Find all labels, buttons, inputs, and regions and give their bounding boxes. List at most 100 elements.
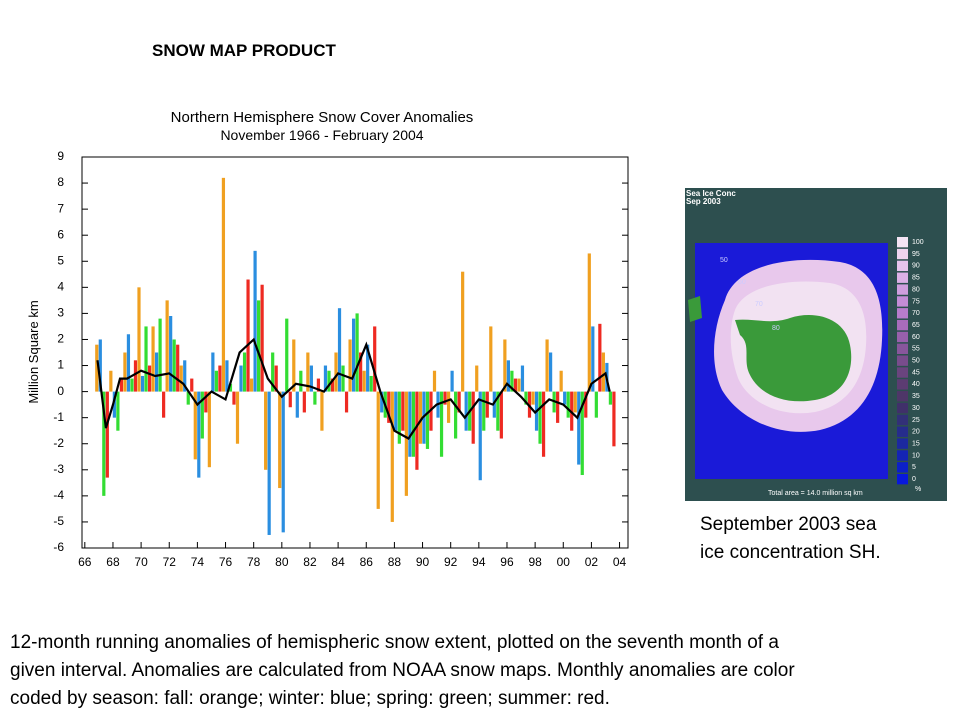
y-tick-label: 0 [57,384,64,398]
map-title: Sea Ice Conc [686,189,736,198]
bar [489,326,493,392]
bar [235,391,240,444]
description-line: 12-month running anomalies of hemispheri… [10,632,779,653]
bar [362,370,366,392]
bar [288,391,292,408]
bar [330,378,335,392]
bar [109,370,113,392]
bar [506,360,510,392]
x-tick-label: 84 [331,555,345,569]
legend-swatch [897,319,908,331]
bar [285,318,289,392]
bar [260,284,264,392]
bar [513,378,518,392]
x-tick-label: 86 [360,555,374,569]
y-tick-label: 7 [57,201,64,215]
bar [137,287,141,392]
bar [154,352,159,392]
bar [204,391,208,413]
bar [520,365,525,392]
bar [541,391,546,457]
contour-label: 60 [738,279,746,286]
y-tick-label: 1 [57,358,64,372]
legend-label: 15 [912,440,920,447]
bar [130,378,134,392]
bar [337,308,342,392]
legend-unit: % [915,486,921,493]
legend-label: 30 [912,405,920,412]
bar [369,375,373,392]
description: 12-month running anomalies of hemispheri… [10,632,795,709]
bar [144,326,148,392]
bar [239,365,243,392]
bar [190,378,194,392]
bar [183,360,187,392]
x-tick-label: 92 [444,555,458,569]
bar [373,326,377,392]
bar [232,391,236,405]
bar [147,365,152,392]
bar [482,391,486,431]
bar [531,391,535,405]
bar [249,378,254,392]
bar [228,383,233,392]
bar [559,370,563,392]
bar [503,339,507,392]
bar [376,391,380,509]
bar [499,391,503,439]
bar [351,318,356,392]
bar [341,365,345,392]
map-caption: September 2003 sea [700,514,877,535]
bar [320,391,324,431]
bar [302,391,306,413]
bar [598,323,602,392]
y-tick-label: 9 [57,149,64,163]
legend-swatch [897,272,908,283]
bar [133,360,138,392]
bar [566,391,570,418]
legend-label: 65 [912,322,920,329]
bar [492,391,496,418]
bar [408,391,412,457]
legend-label: 10 [912,452,920,459]
x-tick-label: 74 [191,555,205,569]
bar [418,391,423,444]
legend-label: 40 [912,381,920,388]
legend-swatch [897,450,908,461]
legend-swatch [897,414,908,426]
bar [207,391,211,468]
legend-swatch [897,296,908,307]
bar [587,253,591,392]
bar [116,391,120,431]
bar [464,391,468,431]
legend-swatch [897,284,908,295]
legend-label: 100 [912,239,924,246]
bar [169,316,173,392]
antarctica [735,315,852,402]
total-area: Total area = 14.0 million sq km [768,490,863,497]
y-axis-label: Million Square km [26,300,41,403]
legend-swatch [897,237,908,248]
legend-label: 5 [912,464,916,471]
bar [496,391,500,431]
bar [200,391,204,439]
y-tick-label: 8 [57,175,64,189]
legend-label: 70 [912,310,920,317]
bar [306,352,310,392]
map-caption: ice concentration SH. [700,542,881,563]
bar [278,391,282,489]
y-tick-label: -6 [53,540,64,554]
x-tick-label: 80 [275,555,289,569]
legend-label: 50 [912,358,920,365]
bar [246,279,250,392]
bar [478,391,482,481]
bar [584,391,588,418]
bar [126,334,131,392]
x-tick-label: 00 [557,555,571,569]
legend-label: 45 [912,369,920,376]
bar [102,391,106,496]
bar [366,344,370,392]
bar [299,370,303,392]
legend-swatch [897,331,908,343]
